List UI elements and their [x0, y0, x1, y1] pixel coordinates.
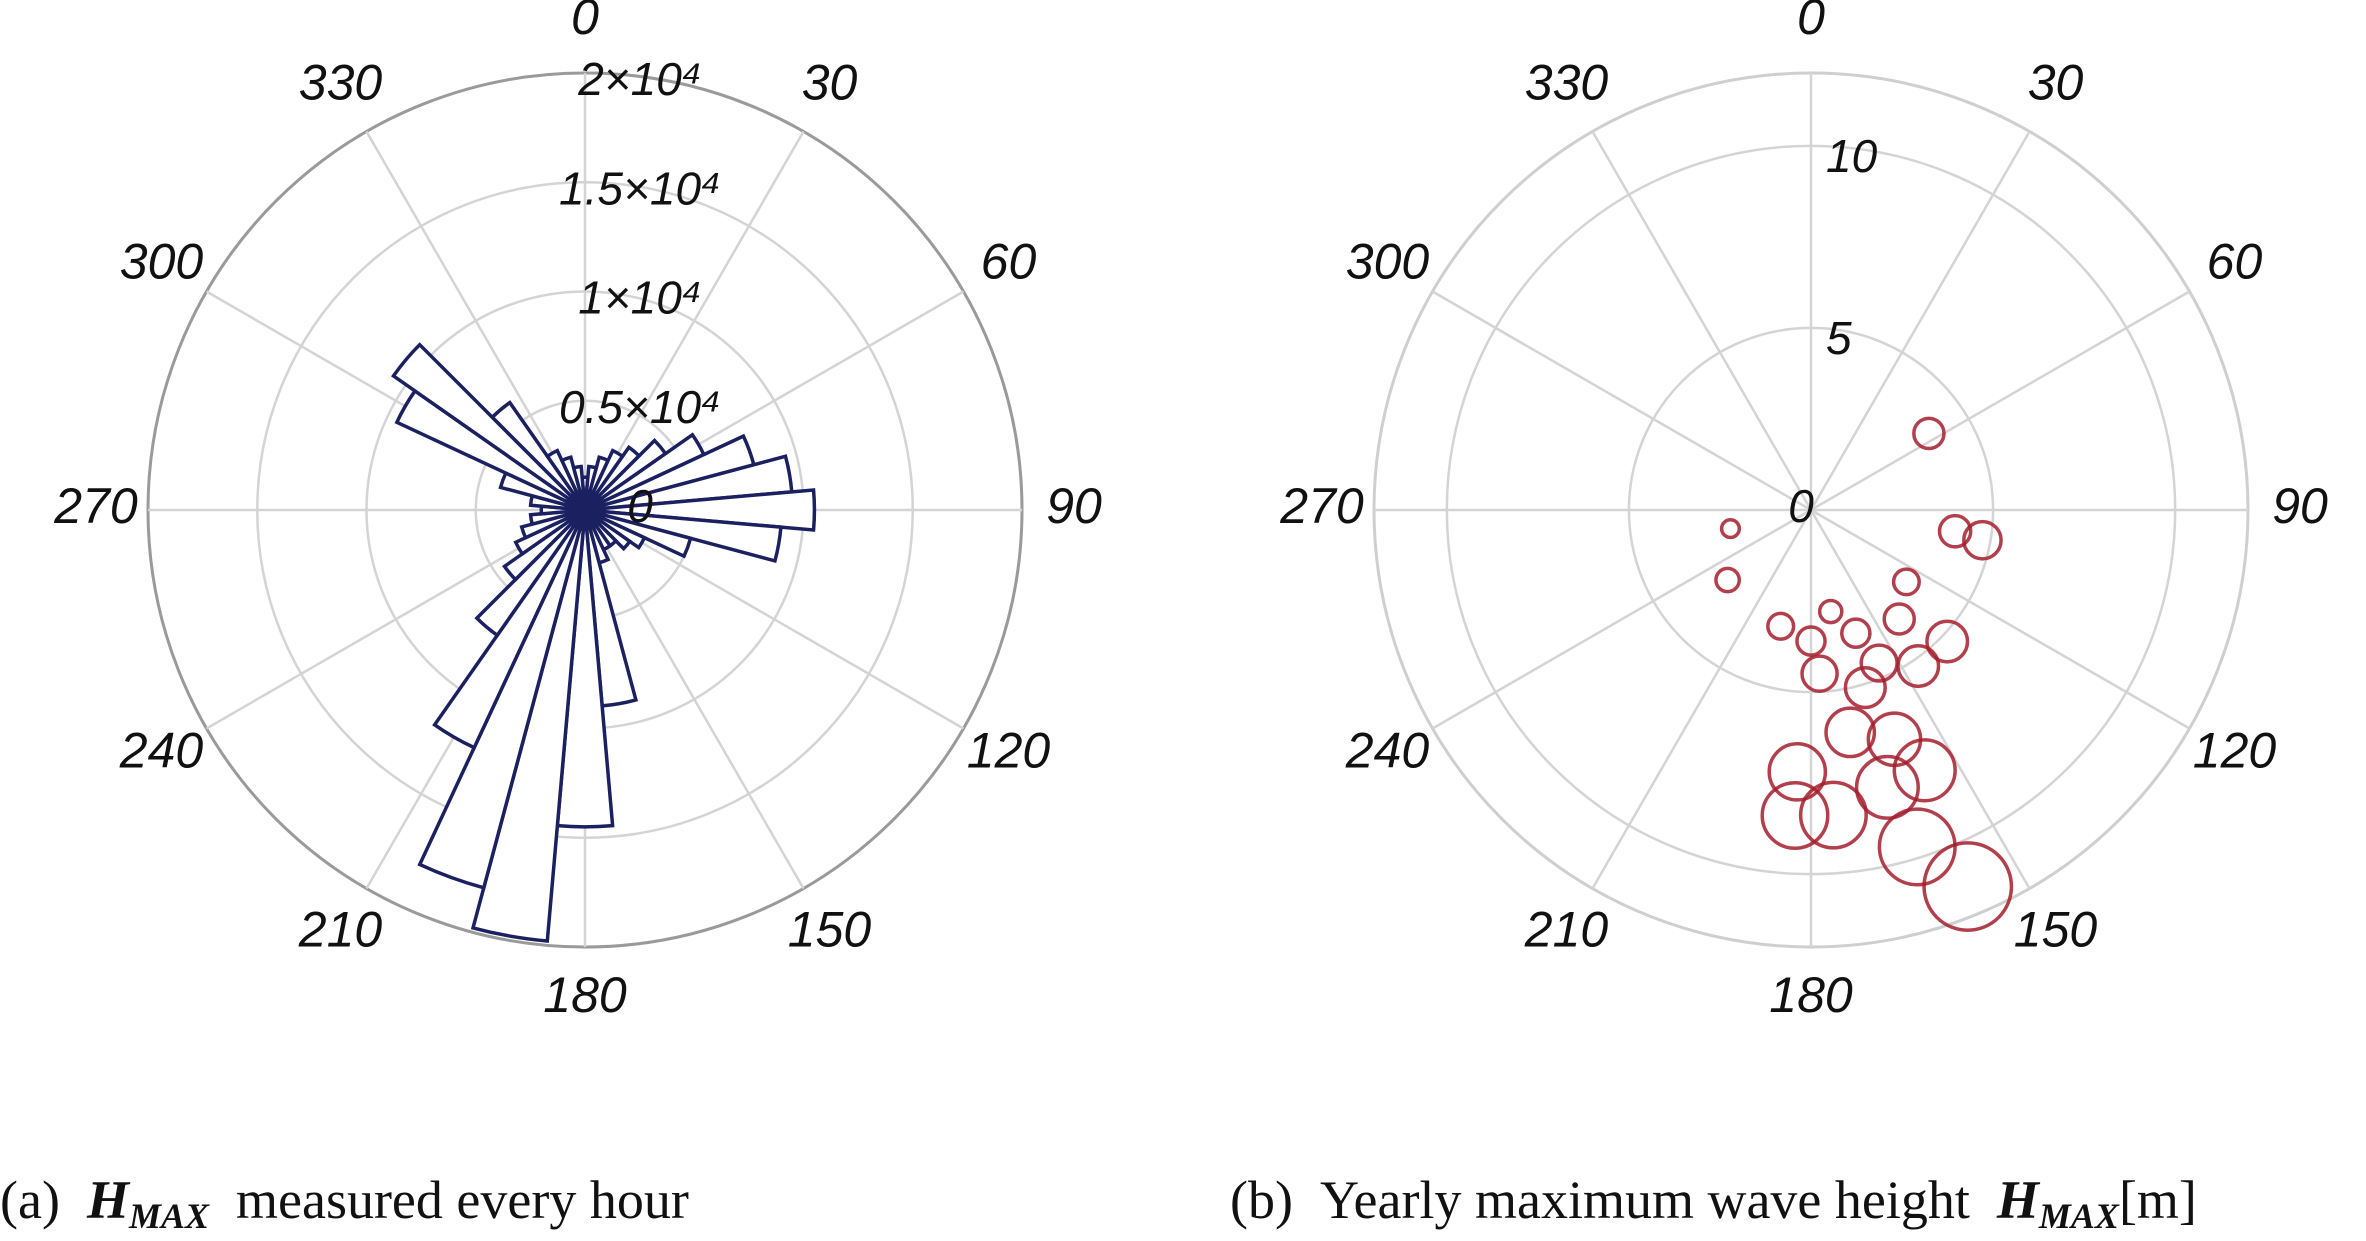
bar: [513, 508, 587, 557]
bubble: [1925, 619, 1970, 664]
grid-spoke: [584, 508, 965, 730]
grid-spoke: [1809, 130, 2031, 511]
bar: [489, 400, 587, 512]
bar: [417, 509, 587, 890]
bubble: [1937, 513, 1973, 549]
bubble: [1795, 625, 1827, 657]
r-tick-label: 1.5×10⁴: [559, 162, 721, 214]
caption-text: measured every hour: [209, 1170, 689, 1230]
grid-spoke: [1431, 508, 1812, 730]
grid-spoke: [1810, 508, 2191, 730]
grid-spoke: [1809, 509, 2031, 890]
bar: [559, 455, 587, 511]
polar-chart: 0 30 60 90 120 150 180 210 240 270 300 330: [1279, 0, 2328, 1023]
bubble: [1962, 519, 2003, 561]
caption-unit: [m]: [2119, 1170, 2197, 1230]
angle-label: 240: [119, 723, 204, 779]
bubble: [1912, 416, 1946, 451]
bubble: [1892, 738, 1957, 803]
caption: (a) HMAX measured every hour: [0, 1170, 689, 1236]
bubble: [1882, 602, 1916, 636]
bubble: [1891, 567, 1921, 597]
bubble: [1843, 665, 1887, 710]
angle-label: 270: [53, 478, 138, 534]
r-tick-label: 1×10⁴: [578, 272, 702, 324]
angle-label: 0: [1797, 0, 1825, 45]
bubble: [1896, 644, 1941, 689]
bar: [571, 464, 587, 511]
grid-spoke: [1431, 290, 1812, 512]
r-tick-label: 5: [1826, 312, 1852, 364]
bar: [474, 508, 587, 638]
grid-spoke: [365, 130, 587, 511]
bar: [519, 508, 586, 541]
r-tick-label: 0.5×10⁴: [559, 381, 721, 433]
angle-label: 300: [1346, 234, 1430, 290]
bubble: [1719, 517, 1742, 540]
angle-label: 330: [299, 55, 383, 111]
angle-label: 60: [981, 234, 1037, 290]
caption-label: (b): [1230, 1170, 1293, 1230]
grid-spoke: [583, 509, 805, 890]
caption-subscript: MAX: [2038, 1196, 2120, 1236]
angle-label: 300: [120, 234, 204, 290]
r-tick-label: 0: [627, 480, 653, 532]
bar: [584, 488, 817, 532]
bar: [391, 342, 587, 512]
bubble: [1824, 706, 1877, 759]
bubble: [1766, 611, 1796, 641]
bar: [432, 508, 587, 750]
angle-label: 270: [1279, 478, 1364, 534]
caption-subscript: MAX: [128, 1196, 210, 1236]
bubble: [1714, 566, 1741, 594]
r-tick-label: 10: [1826, 130, 1878, 182]
bubble: [1840, 617, 1872, 649]
grid-spoke: [1591, 509, 1813, 890]
angle-label: 30: [802, 55, 858, 111]
bubble: [1798, 780, 1868, 850]
angle-label: 180: [543, 967, 627, 1023]
caption-symbol: H: [60, 1170, 131, 1230]
r-tick-label: 2×10⁴: [577, 53, 702, 105]
angle-label: 90: [1046, 478, 1102, 534]
angle-label: 120: [967, 723, 1051, 779]
bubble: [1817, 598, 1844, 625]
grid-spoke: [583, 130, 805, 511]
bubble: [1854, 754, 1920, 820]
angle-label: 60: [2207, 234, 2263, 290]
bubble: [1767, 742, 1828, 802]
polar-chart: 0 30 60 90 120 150 180 210 240 270 300 330: [53, 0, 1102, 1023]
bar: [544, 448, 587, 512]
angle-label: 120: [2193, 723, 2277, 779]
bar: [528, 508, 586, 527]
angle-label: 180: [1769, 967, 1853, 1023]
grid-spoke: [1591, 130, 1813, 511]
caption-symbol: H: [1970, 1170, 2041, 1230]
angle-label: 150: [788, 902, 872, 958]
bubble: [1800, 654, 1839, 693]
angle-label: 150: [2014, 902, 2098, 958]
caption-text: Yearly maximum wave height: [1293, 1170, 1970, 1230]
bar: [502, 508, 587, 583]
bubble: [1877, 807, 1957, 887]
bubble: [1922, 841, 2014, 932]
angle-label: 0: [571, 0, 599, 45]
angle-label: 210: [298, 902, 383, 958]
r-tick-label: 0: [1788, 480, 1814, 532]
bubble: [1760, 780, 1830, 850]
caption-label: (a): [0, 1170, 60, 1230]
angle-label: 330: [1525, 55, 1609, 111]
angle-label: 90: [2272, 478, 2328, 534]
angle-label: 240: [1345, 723, 1430, 779]
angle-label: 210: [1524, 902, 1609, 958]
caption: (b) Yearly maximum wave height HMAX[m]: [1230, 1170, 2197, 1236]
angle-label: 30: [2028, 55, 2084, 111]
grid-spoke: [1810, 290, 2191, 512]
